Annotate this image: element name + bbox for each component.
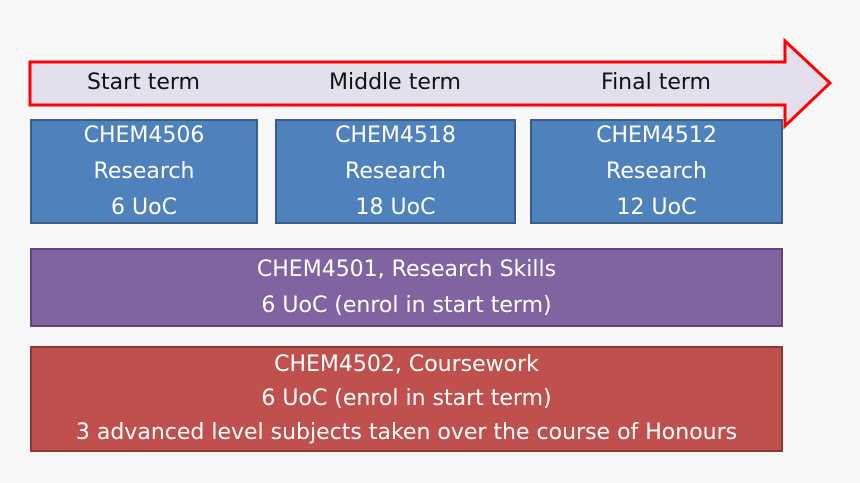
course-title: CHEM4502, Coursework: [274, 352, 539, 377]
course-uoc: 6 UoC (enrol in start term): [261, 292, 552, 318]
course-title: CHEM4501, Research Skills: [256, 256, 557, 282]
term-label-final: Final term: [601, 70, 711, 95]
course-name: Research: [93, 158, 195, 184]
course-note: 3 advanced level subjects taken over the…: [75, 420, 738, 445]
course-code: CHEM4506: [83, 122, 205, 148]
course-uoc: 18 UoC: [355, 194, 436, 220]
course-box-chem4501: CHEM4501, Research Skills 6 UoC (enrol i…: [30, 248, 783, 327]
course-uoc: 6 UoC (enrol in start term): [261, 386, 552, 411]
course-uoc: 6 UoC: [111, 194, 177, 220]
course-name: Research: [606, 158, 707, 184]
course-code: CHEM4512: [596, 122, 717, 148]
term-label-start: Start term: [87, 70, 200, 95]
term-label-middle: Middle term: [329, 70, 461, 95]
course-box-chem4502: CHEM4502, Coursework 6 UoC (enrol in sta…: [30, 346, 783, 452]
course-box-chem4512: CHEM4512 Research 12 UoC: [530, 119, 783, 224]
course-box-chem4518: CHEM4518 Research 18 UoC: [275, 119, 516, 224]
course-name: Research: [345, 158, 446, 184]
course-code: CHEM4518: [335, 122, 456, 148]
timeline-arrow: [28, 37, 833, 130]
course-uoc: 12 UoC: [616, 194, 697, 220]
course-box-chem4506: CHEM4506 Research 6 UoC: [30, 119, 258, 224]
